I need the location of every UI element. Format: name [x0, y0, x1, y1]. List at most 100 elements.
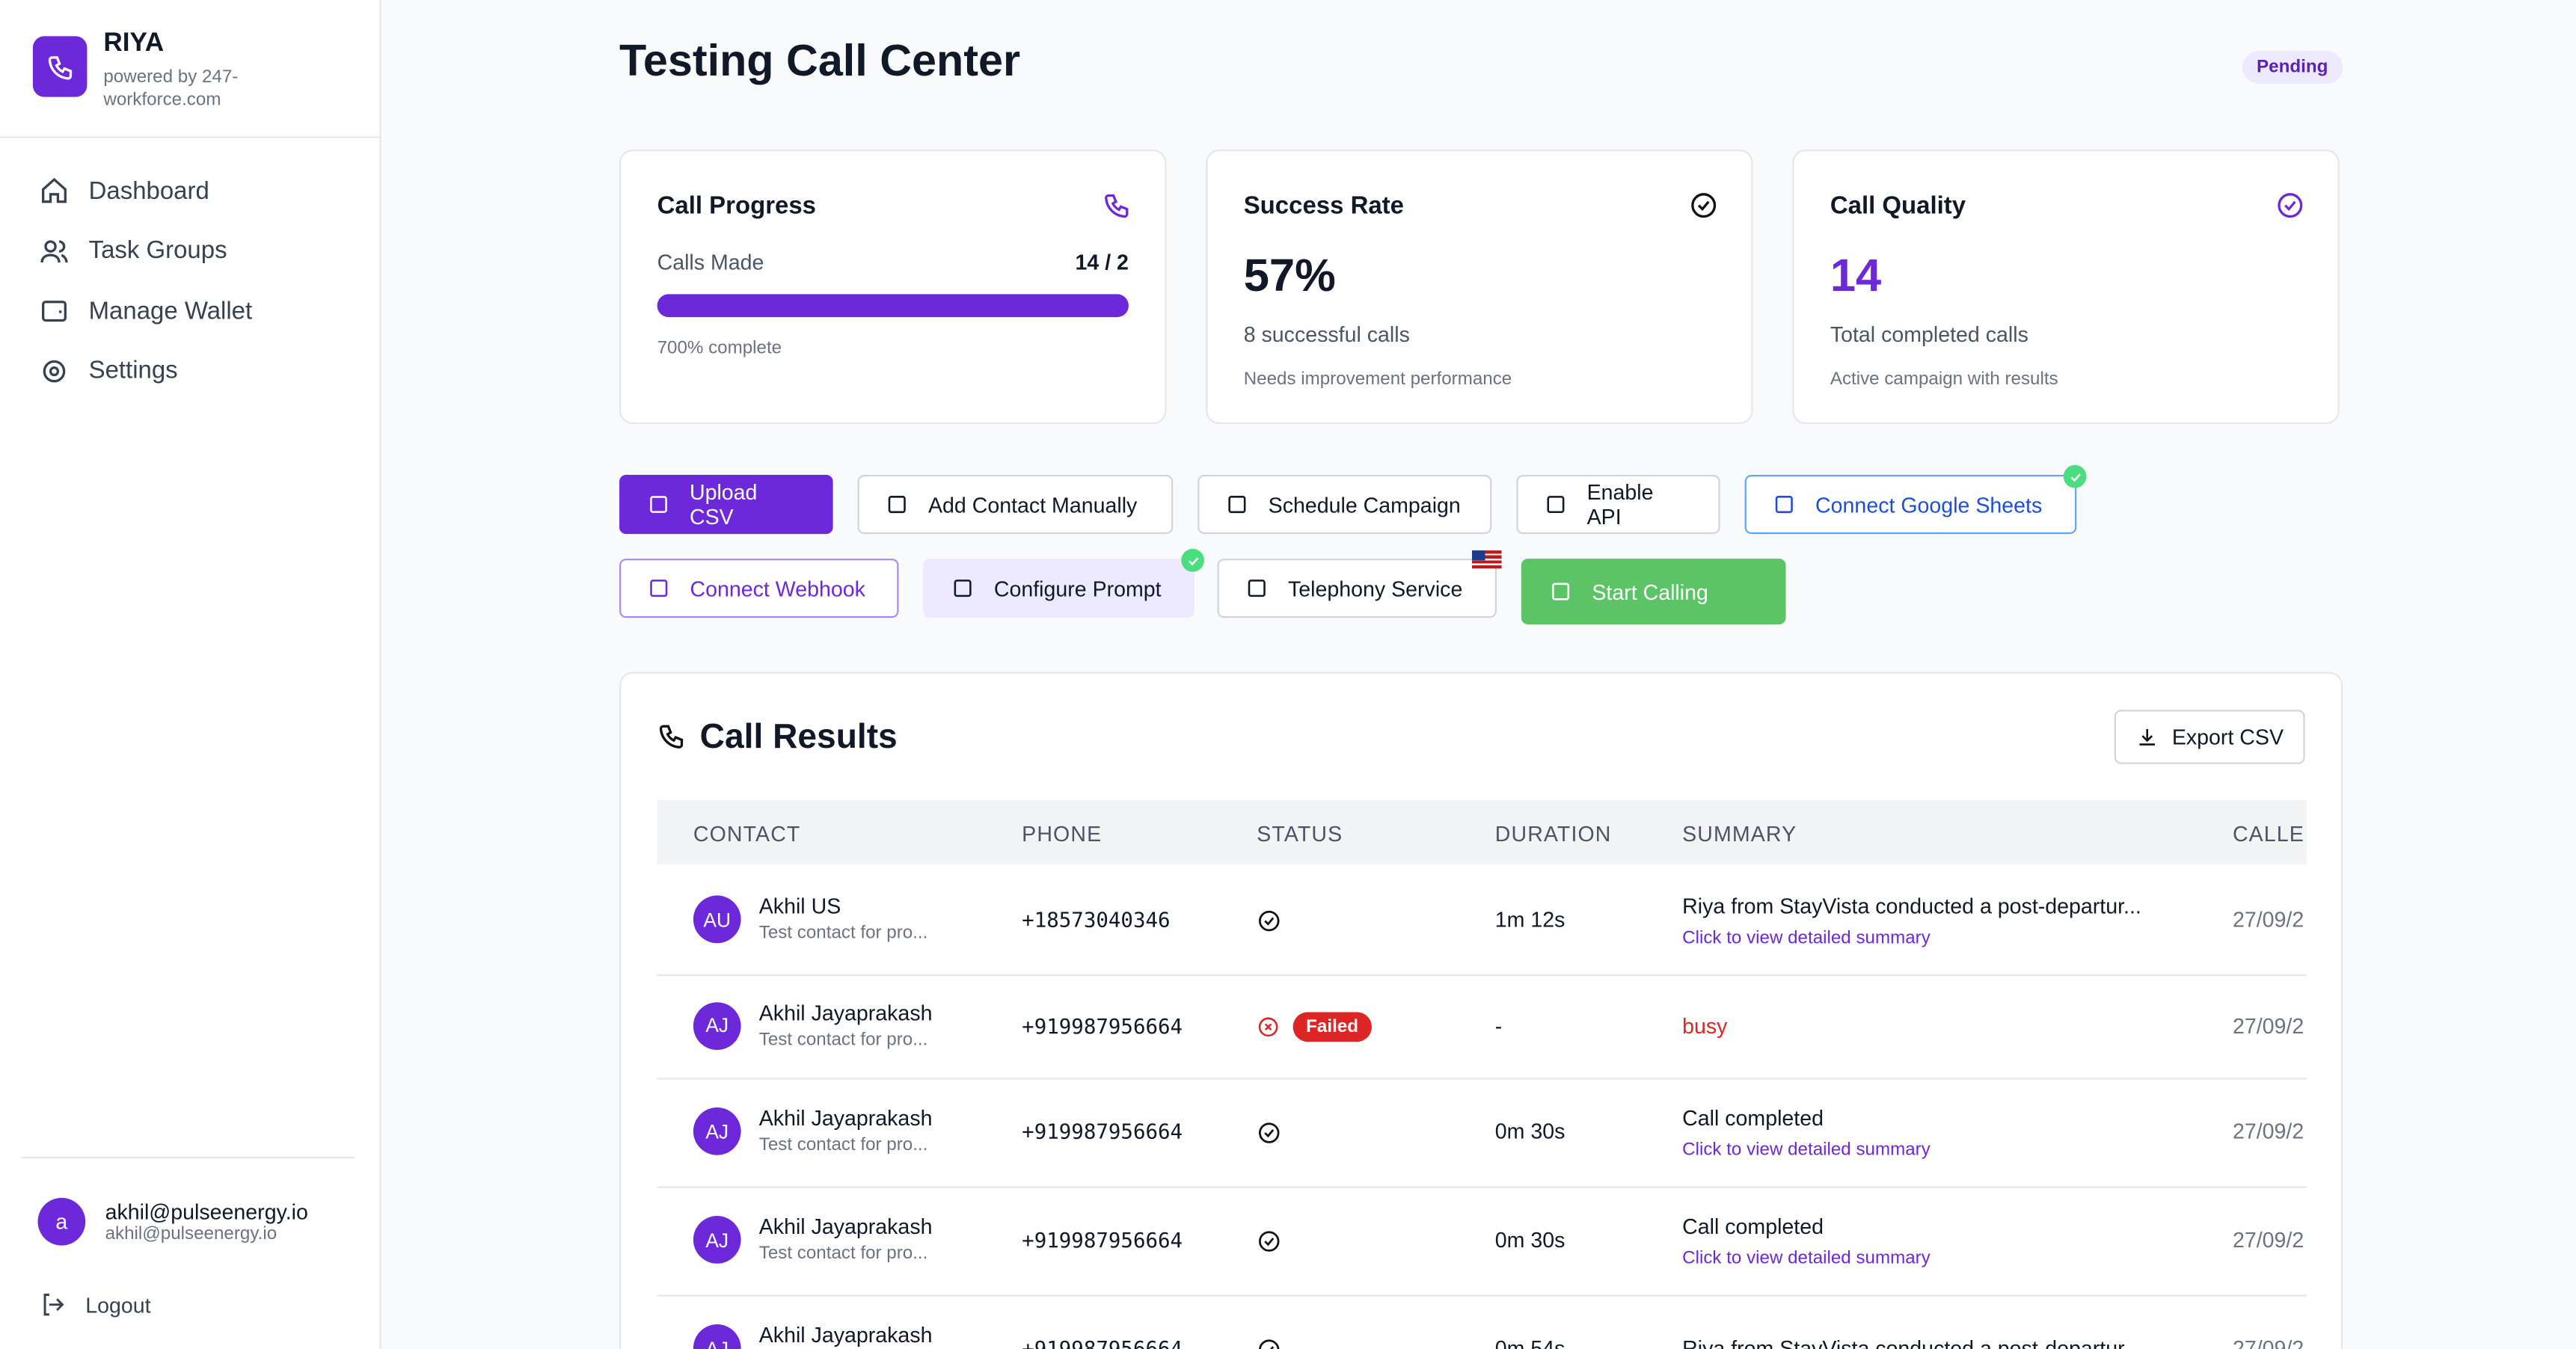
contact-name: Akhil Jayaprakash	[758, 1105, 933, 1131]
note: Active campaign with results	[1830, 369, 2058, 390]
action-button[interactable]: Connect Google Sheets	[1744, 464, 2087, 535]
action-label: Connect Webhook	[690, 576, 865, 601]
phone: +919987956664	[1022, 1227, 1183, 1253]
nav-item[interactable]: Task Groups	[40, 236, 227, 265]
sidebar: RIYA powered by 247-workforce.com Dashbo…	[0, 0, 381, 1349]
icon	[43, 359, 66, 382]
contact-note: Test contact for pro...	[758, 1135, 928, 1155]
icon	[42, 301, 67, 322]
icon	[1258, 1016, 1278, 1036]
shape	[1259, 1231, 1280, 1252]
phone: +919987956664	[1022, 1336, 1183, 1349]
summary-link[interactable]: Click to view detailed summary	[1682, 1140, 1931, 1161]
shape	[1181, 548, 1204, 572]
status-badge: Pending	[2242, 51, 2343, 84]
shape	[43, 359, 66, 382]
summary: busy	[1682, 1012, 1728, 1038]
results-title: Call Results	[699, 718, 898, 756]
shape	[2139, 728, 2156, 745]
action-label: Add Contact Manually	[927, 492, 1138, 517]
called-at: 27/09/2	[2232, 906, 2304, 932]
card-title: Success Rate	[1243, 192, 1404, 221]
shape	[1472, 550, 1502, 569]
icon	[888, 496, 906, 514]
export-button[interactable]: Export CSV	[2114, 710, 2305, 764]
shape	[954, 580, 972, 597]
shape	[1248, 580, 1266, 597]
icon	[40, 239, 68, 262]
shape	[1264, 1022, 1272, 1030]
status: Failed	[1257, 1011, 1372, 1042]
shape	[1259, 1339, 1280, 1349]
shape	[43, 1294, 64, 1316]
value: 57%	[1243, 249, 1336, 301]
status-icon	[1259, 1122, 1280, 1143]
user-avatar: a	[37, 1197, 86, 1246]
contact-avatar: AJ	[693, 1107, 741, 1155]
summary: Call completed	[1682, 1105, 1824, 1131]
action-label: Start Calling	[1592, 579, 1708, 604]
icon	[1228, 496, 1246, 514]
icon	[2070, 473, 2080, 482]
count: 14 / 2	[1075, 249, 1129, 274]
action-button[interactable]: Configure Prompt	[923, 548, 1204, 618]
table-row: AJ Akhil Jayaprakash Test contact for pr…	[657, 1294, 2307, 1349]
action-button[interactable]: Add Contact Manually	[857, 475, 1174, 535]
action-label: Configure Prompt	[993, 576, 1162, 601]
contact-note: Test contact for pro...	[758, 1244, 928, 1264]
logout[interactable]: Logout	[40, 1291, 151, 1318]
action-button[interactable]: Telephony Service	[1217, 550, 1502, 618]
note: Needs improvement performance	[1243, 369, 1512, 390]
action-button[interactable]: Connect Webhook	[619, 559, 899, 618]
contact-name: Akhil Jayaprakash	[758, 1000, 933, 1025]
contact-name: Akhil Jayaprakash	[758, 1322, 933, 1348]
shape	[42, 301, 67, 322]
icon	[650, 580, 668, 597]
icon	[659, 725, 684, 749]
shape: akhil@pulseenergy.io akhil@pulseenergy.io	[105, 1199, 308, 1244]
shape	[1697, 200, 1710, 212]
column-header: CONTACT	[693, 821, 801, 846]
nav-item[interactable]: Manage Wallet	[40, 296, 252, 326]
status-icon	[1259, 1231, 1280, 1252]
icon	[43, 1294, 64, 1316]
called-at: 27/09/2	[2232, 1119, 2304, 1144]
summary-link[interactable]: Click to view detailed summary	[1682, 928, 1931, 948]
shape	[44, 239, 57, 252]
icon	[2278, 193, 2303, 218]
action-label: Telephony Service	[1288, 576, 1463, 601]
shape	[1691, 193, 1717, 218]
action-button[interactable]: Schedule Campaign	[1197, 475, 1492, 535]
icon	[2139, 728, 2156, 745]
icon	[1105, 194, 1129, 218]
contact-avatar: AJ	[693, 1216, 741, 1264]
nav-item[interactable]: Settings	[40, 356, 178, 386]
phone: +919987956664	[1022, 1119, 1183, 1144]
shape	[40, 239, 68, 262]
column-header: CALLE	[2232, 821, 2304, 846]
action-button[interactable]: Start Calling	[1521, 559, 1786, 624]
table-row: AJ Akhil Jayaprakash Test contact for pr…	[657, 974, 2307, 1080]
icon	[650, 496, 667, 513]
shape	[1472, 550, 1485, 561]
logo	[32, 36, 88, 97]
action-button[interactable]: Upload CSV	[619, 475, 833, 535]
shape	[1547, 496, 1565, 514]
contact-avatar: AJ	[693, 1001, 741, 1049]
action-button[interactable]: Enable API	[1516, 475, 1720, 535]
phone: +919987956664	[1022, 1012, 1183, 1038]
icon	[1775, 496, 1793, 514]
summary-link[interactable]: Click to view detailed summary	[1682, 1248, 1931, 1269]
icon	[42, 177, 67, 203]
nav-item[interactable]: Dashboard	[40, 176, 209, 206]
shape	[650, 580, 668, 597]
icon	[1547, 496, 1565, 514]
shape	[1259, 1122, 1280, 1143]
icon	[1691, 193, 1717, 218]
export-label: Export CSV	[2171, 725, 2284, 749]
shape	[47, 55, 71, 79]
powered-by: powered by 247-workforce.com	[103, 67, 239, 111]
table-row: AU Akhil US Test contact for pro... +185…	[657, 866, 2307, 977]
page-title: Testing Call Center	[619, 36, 1021, 86]
